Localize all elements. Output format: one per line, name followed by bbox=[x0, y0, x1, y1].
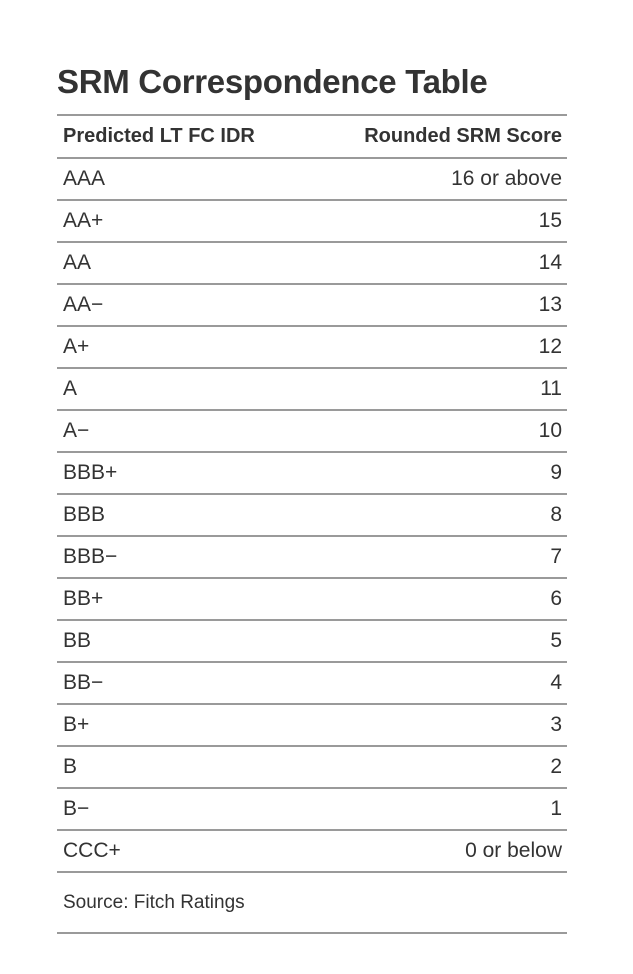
table-row: A 11 bbox=[57, 369, 567, 411]
rating-cell: A+ bbox=[63, 335, 90, 358]
rating-cell: BBB bbox=[63, 503, 106, 526]
table-row: BBB+ 9 bbox=[57, 453, 567, 495]
score-cell: 4 bbox=[550, 671, 562, 694]
source-note: Source: Fitch Ratings bbox=[57, 873, 567, 934]
table-row: B− 1 bbox=[57, 789, 567, 831]
table-header: Predicted LT FC IDR Rounded SRM Score bbox=[57, 116, 567, 159]
rating-cell: A− bbox=[63, 419, 90, 442]
score-cell: 15 bbox=[538, 209, 562, 232]
rating-cell: B bbox=[63, 755, 78, 778]
rating-cell: BBB+ bbox=[63, 461, 118, 484]
score-cell: 3 bbox=[550, 713, 562, 736]
score-cell: 13 bbox=[538, 293, 562, 316]
rating-cell: AAA bbox=[63, 167, 106, 190]
srm-table: SRM Correspondence Table Predicted LT FC… bbox=[57, 58, 567, 934]
table-row: A+ 12 bbox=[57, 327, 567, 369]
rating-cell: B+ bbox=[63, 713, 90, 736]
table-row: A− 10 bbox=[57, 411, 567, 453]
table-row: AA+ 15 bbox=[57, 201, 567, 243]
score-cell: 2 bbox=[550, 755, 562, 778]
table-row: B+ 3 bbox=[57, 705, 567, 747]
table-row: BBB− 7 bbox=[57, 537, 567, 579]
divider bbox=[57, 114, 567, 116]
score-cell: 6 bbox=[550, 587, 562, 610]
page-title: SRM Correspondence Table bbox=[57, 63, 488, 100]
score-cell: 7 bbox=[550, 545, 562, 568]
table-row: BB+ 6 bbox=[57, 579, 567, 621]
score-cell: 10 bbox=[538, 419, 562, 442]
score-cell: 11 bbox=[540, 377, 562, 400]
table-row: BB 5 bbox=[57, 621, 567, 663]
rating-cell: BB− bbox=[63, 671, 104, 694]
table-row: AA− 13 bbox=[57, 285, 567, 327]
header-score: Rounded SRM Score bbox=[364, 125, 562, 147]
table-row: BBB 8 bbox=[57, 495, 567, 537]
score-cell: 1 bbox=[550, 797, 562, 820]
rating-cell: AA− bbox=[63, 293, 104, 316]
score-cell: 12 bbox=[538, 335, 562, 358]
rating-cell: CCC+ bbox=[63, 839, 121, 862]
rating-cell: B− bbox=[63, 797, 90, 820]
table-row: BB− 4 bbox=[57, 663, 567, 705]
rating-cell: BBB− bbox=[63, 545, 118, 568]
table-row: AAA 16 or above bbox=[57, 159, 567, 201]
rating-cell: AA bbox=[63, 251, 92, 274]
header-rating: Predicted LT FC IDR bbox=[63, 125, 255, 147]
table-body: AAA 16 or above AA+ 15 AA 14 AA− 13 A+ 12 A 11 A− 10 B… bbox=[57, 159, 567, 873]
score-cell: 9 bbox=[550, 461, 562, 484]
rating-cell: BB bbox=[63, 629, 92, 652]
table-row: AA 14 bbox=[57, 243, 567, 285]
score-cell: 16 or above bbox=[451, 167, 562, 190]
table-row: CCC+ 0 or below bbox=[57, 831, 567, 873]
score-cell: 5 bbox=[550, 629, 562, 652]
rating-cell: AA+ bbox=[63, 209, 104, 232]
score-cell: 14 bbox=[538, 251, 562, 274]
score-cell: 8 bbox=[550, 503, 562, 526]
rating-cell: BB+ bbox=[63, 587, 104, 610]
score-cell: 0 or below bbox=[465, 839, 562, 862]
rating-cell: A bbox=[63, 377, 78, 400]
